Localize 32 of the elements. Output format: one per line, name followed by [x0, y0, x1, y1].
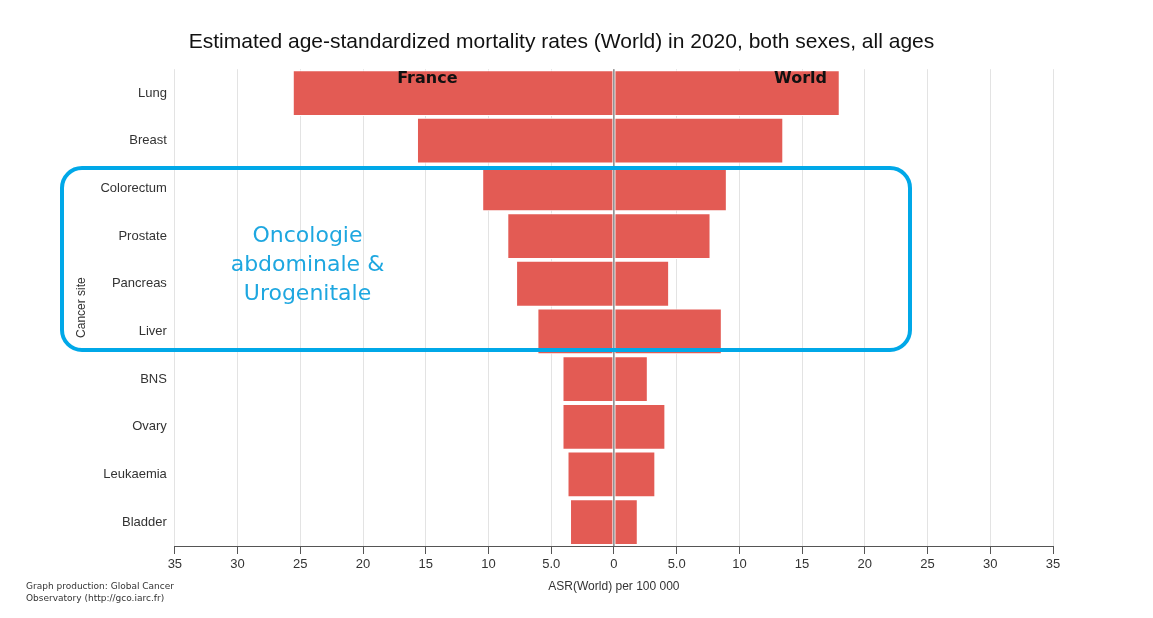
y-tick-label: Colorectum	[100, 179, 167, 195]
x-tick-label: 30	[983, 556, 998, 572]
y-tick-label: Liver	[138, 323, 168, 339]
annotation: Oncologie abdominale & Urogenitale	[229, 221, 386, 307]
y-tick-label: Lung	[137, 84, 167, 100]
chart-title: Estimated age-standardized mortality rates (World) in 2020, both sexes, all ages	[188, 29, 935, 53]
x-tick-label: 10	[481, 556, 496, 572]
y-tick-label: Prostate	[118, 227, 167, 243]
y-tick-label: BNS	[140, 370, 168, 386]
x-tick-label: 35	[1045, 556, 1061, 572]
series-label: France	[397, 68, 458, 88]
x-tick-label: 5.0	[542, 556, 561, 572]
x-axis-title: ASR(World) per 100 000	[548, 579, 680, 594]
x-tick-label: 25	[920, 556, 935, 572]
y-axis-title: Cancer site	[73, 276, 88, 338]
y-tick-label: Breast	[129, 132, 168, 148]
x-tick-label: 10	[732, 556, 747, 572]
x-tick-label: 25	[293, 556, 308, 572]
x-tick-label: 20	[355, 556, 371, 572]
x-tick-label: 15	[418, 556, 433, 572]
y-tick-label: Bladder	[122, 513, 168, 529]
y-tick-label: Leukaemia	[103, 466, 168, 482]
x-tick-label: 5.0	[667, 556, 686, 572]
y-tick-label: Ovary	[132, 418, 168, 434]
series-label: World	[774, 68, 827, 88]
y-tick-label: Pancreas	[111, 275, 168, 291]
text: Graph production: Global Cancer Observatory (http://gco.iarc.fr)	[26, 580, 175, 604]
x-tick-label: 15	[794, 556, 810, 572]
x-tick-label: 0	[610, 556, 618, 572]
x-tick-label: 35	[167, 556, 183, 572]
x-tick-label: 30	[230, 556, 245, 572]
x-tick-label: 20	[857, 556, 873, 572]
